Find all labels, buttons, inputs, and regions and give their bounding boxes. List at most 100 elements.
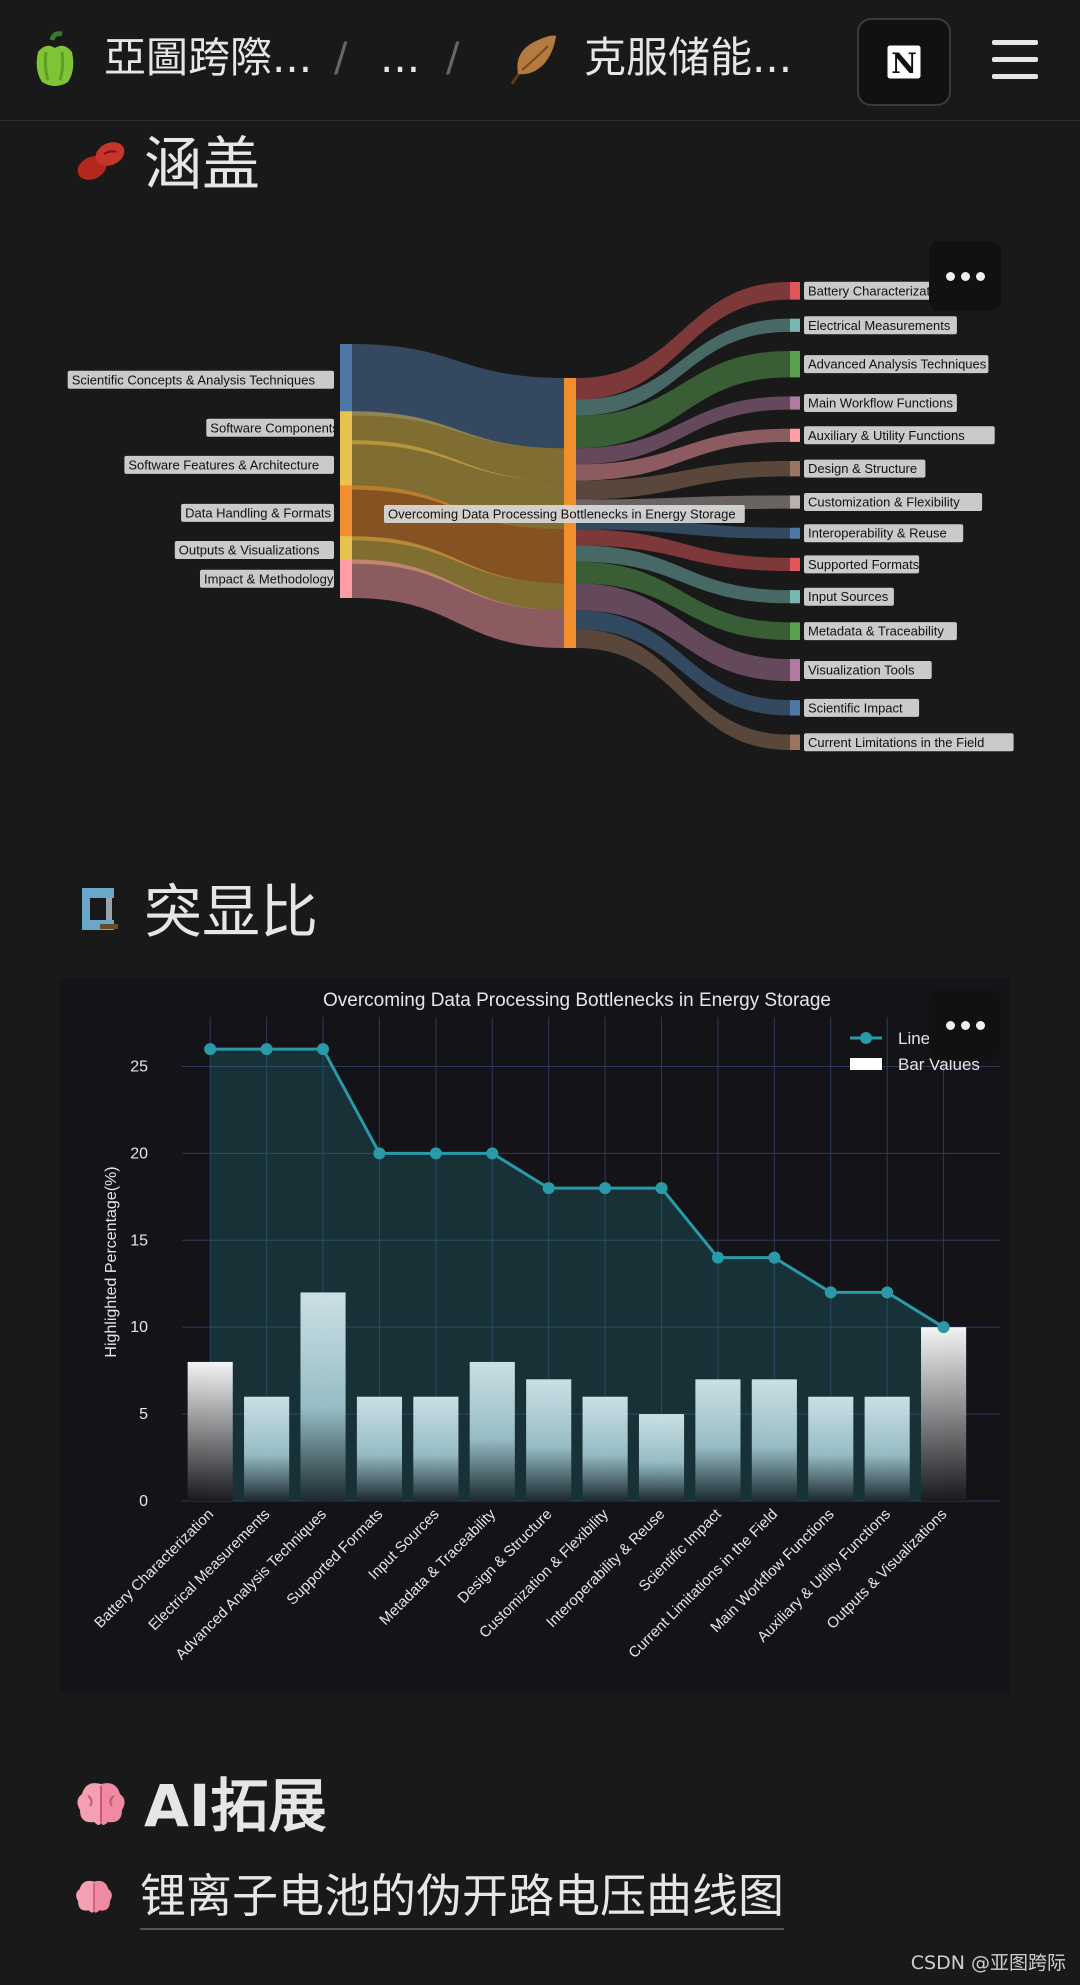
sankey-label-bg: [804, 355, 989, 374]
beans-icon: [77, 142, 125, 180]
breadcrumb-current-page[interactable]: 克服储能...: [584, 33, 793, 82]
more-options-button[interactable]: [929, 241, 1001, 311]
sankey-source-label: Impact & Methodology: [200, 569, 334, 588]
sankey-target-label: Current Limitations in the Field: [804, 733, 1014, 752]
sankey-label-bg: [804, 587, 894, 606]
sankey-node: [790, 396, 800, 410]
x-tick-label: Design & Structure: [454, 1506, 555, 1607]
line-point: [655, 1182, 668, 1195]
sankey-label-bg: [181, 503, 334, 522]
bar: [244, 1396, 290, 1501]
line-point: [486, 1147, 499, 1160]
y-tick-label: 15: [130, 1232, 148, 1249]
breadcrumb-workspace[interactable]: 亞圖跨際...: [104, 33, 313, 82]
sankey-label-bg: [804, 493, 983, 512]
line-point: [429, 1147, 442, 1160]
sankey-node: [790, 622, 800, 640]
sankey-label-text: Interoperability & Reuse: [808, 526, 947, 541]
sankey-label-text: Outputs & Visualizations: [179, 542, 320, 557]
sankey-link: [576, 350, 790, 449]
y-tick-label: 5: [139, 1406, 148, 1423]
brain-icon: [76, 1880, 112, 1913]
sankey-node: [340, 344, 352, 416]
sankey-label-bg: [200, 569, 334, 588]
sankey-source-label: Data Handling & Formats: [181, 503, 334, 522]
sankey-label-text: Battery Characterization: [808, 283, 947, 298]
watermark-credit: CSDN @亚图跨际: [910, 1952, 1066, 1974]
bar: [638, 1414, 685, 1501]
sankey-label-bg: [804, 661, 932, 680]
sankey-link: [352, 536, 564, 611]
line-point: [824, 1286, 837, 1299]
sankey-link: [352, 411, 564, 481]
sankey-node: [340, 485, 352, 541]
line-point: [881, 1286, 894, 1299]
line-point: [768, 1251, 781, 1264]
sankey-label-bg: [804, 622, 957, 641]
line-point: [317, 1043, 330, 1056]
sankey-node: [790, 318, 800, 332]
line-point: [373, 1147, 386, 1160]
sankey-node: [790, 527, 800, 539]
sankey-target-label: Advanced Analysis Techniques: [804, 355, 989, 374]
bar: [187, 1361, 233, 1501]
sankey-target-label: Visualization Tools: [804, 661, 932, 680]
breadcrumb-ellipsis[interactable]: ...: [380, 33, 421, 82]
sankey-target-label: Input Sources: [804, 587, 894, 606]
sankey-label-bg: [384, 505, 745, 523]
sankey-target-label: Design & Structure: [804, 459, 926, 478]
sankey-label-text: Main Workflow Functions: [808, 396, 953, 411]
bar: [413, 1396, 459, 1501]
sankey-label-bg: [804, 524, 964, 543]
hamburger-menu-icon[interactable]: [990, 36, 1040, 84]
sankey-label-bg: [804, 394, 957, 413]
more-options-button[interactable]: [929, 990, 1001, 1060]
y-axis-label: Highlighted Percentage(%): [103, 1166, 120, 1357]
related-page-link[interactable]: 锂离子电池的伪开路电压曲线图: [140, 1866, 784, 1930]
bar: [695, 1379, 741, 1501]
notion-button[interactable]: N: [857, 18, 951, 106]
svg-text:N: N: [891, 47, 917, 80]
breadcrumb-separator: /: [334, 35, 348, 81]
sankey-link: [576, 460, 790, 500]
sankey-node: [790, 350, 800, 378]
bar: [469, 1361, 515, 1501]
breadcrumb-separator: /: [446, 35, 460, 81]
sankey-link: [576, 318, 790, 416]
sankey-label-text: Visualization Tools: [808, 663, 915, 678]
sankey-label-text: Software Components: [210, 420, 339, 435]
sankey-source-label: Software Features & Architecture: [124, 455, 335, 474]
sankey-label-bg: [804, 733, 1014, 752]
sankey-link: [576, 282, 790, 400]
line-point: [260, 1043, 273, 1056]
sankey-node: [790, 734, 800, 750]
sankey-label-bg: [67, 370, 334, 389]
section-heading-highlight: 突显比: [72, 876, 318, 948]
sankey-label-bg: [124, 455, 335, 474]
legend-bar-swatch: [850, 1058, 882, 1070]
sankey-target-label: Supported Formats: [804, 555, 920, 574]
sankey-source-label: Scientific Concepts & Analysis Technique…: [67, 370, 334, 389]
sankey-target-label: Interoperability & Reuse: [804, 524, 964, 543]
brain-icon: [77, 1783, 125, 1825]
sankey-node: [790, 700, 800, 716]
sankey-node: [790, 590, 800, 604]
sankey-target-label: Battery Characterization: [804, 281, 964, 300]
sankey-label-bg: [804, 281, 964, 300]
sankey-node: [790, 428, 800, 442]
sankey-label-bg: [804, 459, 926, 478]
sankey-node: [340, 411, 352, 445]
sankey-label-bg: [804, 698, 920, 717]
sankey-chart: Scientific Concepts & Analysis Technique…: [67, 281, 1014, 752]
sankey-node: [340, 440, 352, 490]
bell-pepper-icon: [36, 31, 74, 86]
bar: [921, 1327, 967, 1501]
sankey-node: [340, 536, 352, 564]
sankey-label-text: Impact & Methodology: [204, 571, 334, 586]
sankey-label-text: Design & Structure: [808, 461, 917, 476]
bar: [300, 1292, 346, 1501]
section-title: AI拓展: [144, 1772, 327, 1840]
sankey-label-text: Input Sources: [808, 589, 889, 604]
bar-line-chart: Overcoming Data Processing Bottlenecks i…: [91, 990, 1000, 1663]
sankey-target-label: Main Workflow Functions: [804, 394, 957, 413]
